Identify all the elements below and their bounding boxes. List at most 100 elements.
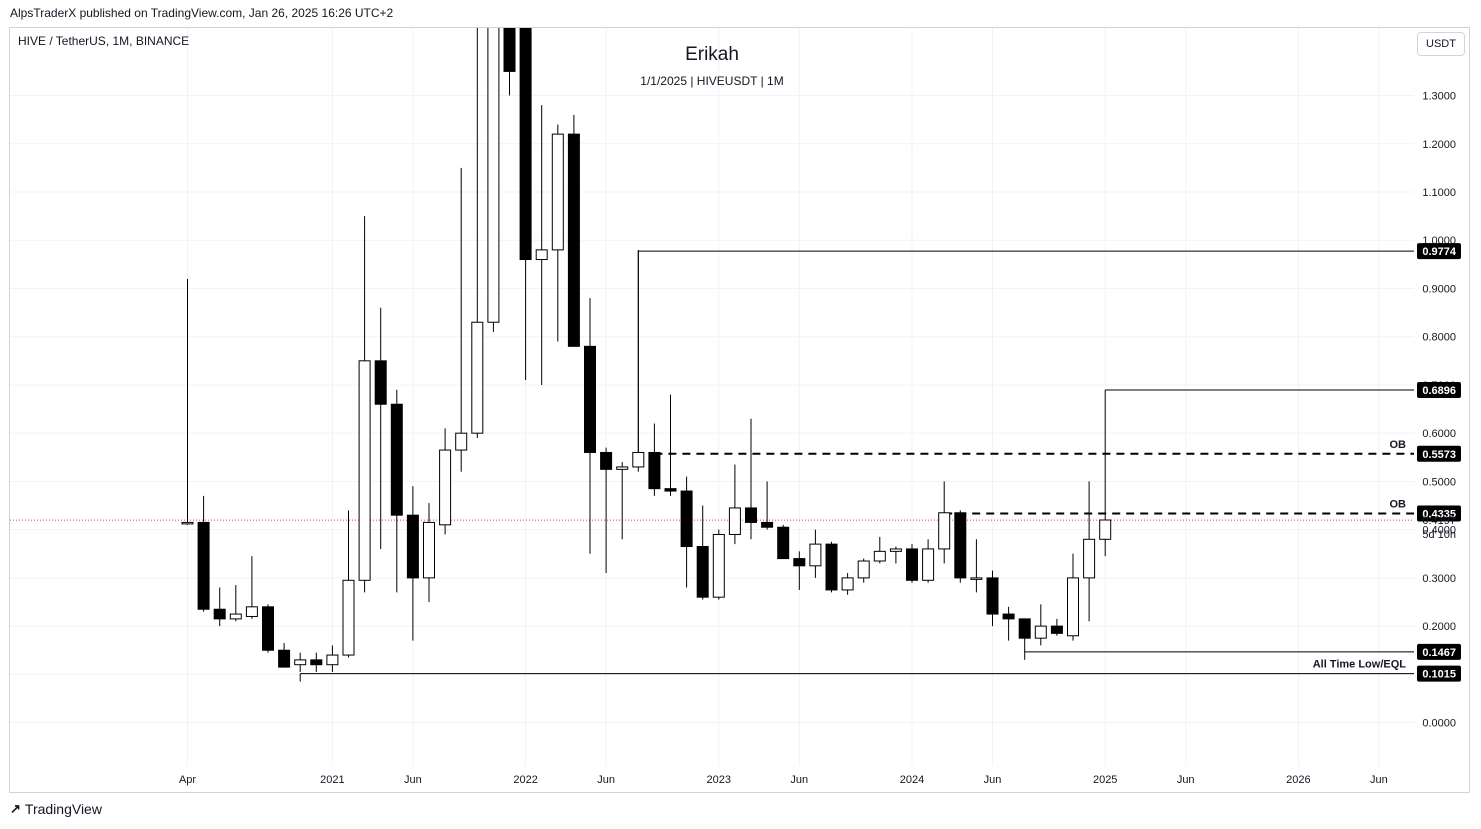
candle-body-down (197, 521, 210, 610)
candle-body-down (986, 577, 999, 615)
candle (1050, 618, 1063, 636)
level-text: OB (1390, 439, 1407, 451)
candle (632, 249, 645, 472)
candle (664, 394, 677, 496)
x-axis-tick-label: Jun (790, 774, 808, 786)
candle (503, 28, 516, 96)
brand-name: TradingView (24, 801, 102, 817)
candle (326, 645, 339, 672)
candle (342, 510, 355, 658)
candle-body-down (648, 451, 661, 490)
candle (680, 476, 693, 588)
candle (406, 486, 419, 641)
candle (262, 604, 274, 653)
footer-brand[interactable]: ↗ TradingView (10, 801, 102, 817)
y-axis-tick-label: 0.6000 (1422, 428, 1456, 440)
candle-body-down (390, 403, 403, 516)
x-axis-tick-label: Apr (179, 774, 196, 786)
x-axis-tick-label: 2023 (707, 774, 731, 786)
candle-body-down (906, 548, 918, 581)
x-axis-tick-label: Jun (984, 774, 1002, 786)
candle-body-up (455, 432, 468, 451)
candle-body-down (600, 451, 613, 470)
candle (423, 503, 435, 602)
candle (294, 652, 307, 672)
candle (1099, 515, 1112, 557)
candle-body-up (1034, 625, 1047, 639)
price-tag-label: 0.1467 (1422, 647, 1456, 659)
candle (519, 28, 532, 381)
candle-body-up (889, 548, 902, 552)
y-axis-tick-label: 0.5000 (1422, 476, 1456, 488)
candle (873, 536, 886, 564)
x-axis-tick-label: 2022 (513, 774, 537, 786)
candle-body-down (567, 133, 580, 347)
candle-body-down (696, 546, 709, 598)
x-axis-tick-label: 2026 (1286, 774, 1310, 786)
price-tag-label: 0.4335 (1422, 508, 1456, 520)
candle-body-down (584, 345, 596, 453)
x-axis-tick-label: Jun (1177, 774, 1195, 786)
candle-body-up (471, 321, 484, 434)
candle-body-down (278, 649, 291, 668)
candle-body-up (632, 451, 645, 468)
candle (213, 587, 226, 627)
candle-body-up (326, 654, 339, 666)
candle (970, 539, 983, 593)
price-tag-label: 0.5573 (1422, 449, 1456, 461)
candle-body-down (954, 512, 967, 579)
candle-body-down (519, 28, 532, 261)
candle (567, 114, 580, 347)
publisher-line: AlpsTraderX published on TradingView.com… (10, 6, 394, 20)
x-axis-tick-label: Jun (404, 774, 422, 786)
candle-body-up (1099, 519, 1112, 540)
candle (584, 298, 596, 554)
candle-body-down (1018, 618, 1031, 639)
candle (471, 28, 484, 438)
candle-body-up (970, 577, 983, 580)
candle (696, 505, 709, 600)
candle-body-up (616, 466, 629, 470)
y-axis-tick-label: 0.9000 (1422, 283, 1456, 295)
candle (938, 481, 951, 564)
candle (358, 216, 371, 593)
price-tag-label: 0.9774 (1422, 246, 1457, 258)
plot-area: OB OB All Time Low/EQL (10, 28, 1414, 766)
candle (1083, 481, 1096, 622)
candle (793, 551, 806, 590)
candle (455, 167, 468, 472)
candle-body-down (761, 521, 774, 528)
tradingview-logo-icon: ↗ (10, 801, 21, 816)
y-axis-tick-label: 0.3000 (1422, 573, 1456, 585)
candle (487, 28, 500, 332)
candle-body-down (406, 514, 419, 579)
x-axis-tick-label: 2021 (320, 774, 344, 786)
candle (777, 524, 790, 560)
price-tag (1417, 505, 1461, 522)
y-axis-tick-label: 0.4000 (1422, 525, 1456, 537)
candle (906, 544, 918, 583)
candle (986, 570, 999, 627)
candle-body-up (294, 659, 307, 666)
candle (825, 541, 838, 593)
candle-body-up (423, 521, 435, 579)
candle-body-down (213, 608, 226, 620)
candle (535, 105, 548, 385)
candle-body-down (1002, 613, 1015, 620)
candle (1002, 606, 1015, 641)
candle (1067, 553, 1079, 641)
x-axis-tick-label: Jun (1370, 774, 1388, 786)
y-axis-tick-label: 0.2000 (1422, 621, 1456, 633)
currency-unit-button[interactable]: USDT (1417, 32, 1465, 56)
candle-body-up (358, 360, 371, 581)
candle (1018, 618, 1031, 653)
price-tag (1417, 643, 1461, 660)
price-tag (1417, 665, 1461, 682)
candle (197, 495, 210, 612)
current-price-label: 0.4197 (1422, 515, 1456, 527)
candle (616, 462, 629, 540)
candle-body-up (1083, 538, 1096, 579)
candle-body-down (503, 28, 516, 72)
candle-body-up (551, 133, 564, 251)
